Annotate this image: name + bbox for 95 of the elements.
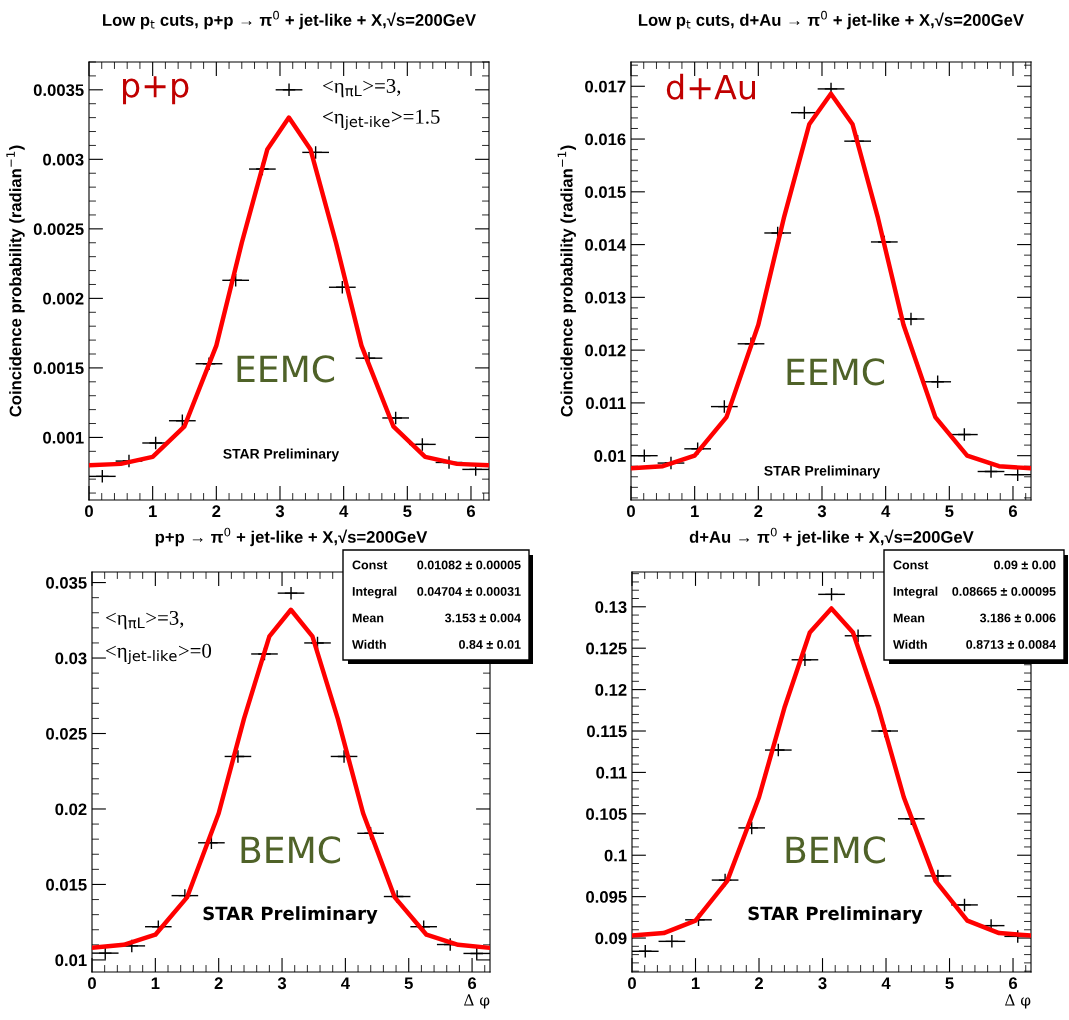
y-tick-label: 0.0025 xyxy=(33,223,84,236)
y-tick-label: 0.025 xyxy=(46,727,87,740)
x-tick-label: 6 xyxy=(1008,505,1018,518)
text: 0.01082 ± 0.00005 xyxy=(417,560,521,570)
annotation: EEMC xyxy=(787,358,885,386)
y-tick-label: 0.105 xyxy=(586,808,627,821)
chart-title: Low p$_{t}$ cuts, p+p → π$^{0}$ + jet-like + X,√s=200GeV xyxy=(103,10,476,30)
x-tick-label: 2 xyxy=(212,505,221,517)
x-tick-label: 3 xyxy=(817,505,827,518)
y-tick-label: 0.012 xyxy=(585,344,626,357)
x-tick-label: 4 xyxy=(339,505,349,517)
y-tick-label: 0.013 xyxy=(585,291,626,304)
chart-title: p+p → π$^{0}$ + jet-like + X,√s=200GeV xyxy=(155,527,428,547)
x-tick-label: 3 xyxy=(818,977,827,990)
y-tick-label: 0.02 xyxy=(55,803,87,816)
x-tick-label: 2 xyxy=(754,977,763,989)
annotation: Mean xyxy=(352,613,384,623)
y-tick-label: 0.01 xyxy=(594,450,626,462)
annotation: Mean xyxy=(893,613,925,623)
x-tick-label: 6 xyxy=(1009,977,1018,990)
y-tick-label: 0.0015 xyxy=(33,362,84,375)
y-tick-label: 0.115 xyxy=(587,725,627,738)
y-tick-label: 0.011 xyxy=(586,397,626,410)
x-tick-label: 6 xyxy=(468,977,477,990)
text: 0.09 ± 0.00 xyxy=(994,560,1056,570)
annotation: d+Au xyxy=(666,73,755,100)
x-tick-label: 4 xyxy=(881,977,891,989)
y-tick-label: 0.017 xyxy=(585,80,626,93)
x-tick-label: 0 xyxy=(85,505,93,518)
annotation: EEMC xyxy=(237,355,335,383)
annotation: STAR Preliminary xyxy=(748,906,923,924)
annotation: BEMC xyxy=(786,836,886,864)
y-tick-label: 0.001 xyxy=(43,431,84,444)
annotation: STAR Preliminary xyxy=(223,448,340,462)
annotation: 0.84 ± 0.01 xyxy=(459,640,521,649)
annotation: <η$_{πL}$>=3, xyxy=(323,78,401,98)
y-tick-label: 0.015 xyxy=(46,878,87,891)
chart-title: d+Au → π$^{0}$ + jet-like + X,√s=200GeV xyxy=(689,527,974,547)
x-tick-label: 5 xyxy=(404,977,413,990)
x-tick-label: 4 xyxy=(881,505,891,517)
y-tick-label: 0.125 xyxy=(586,642,627,655)
x-tick-label: 0 xyxy=(88,977,96,990)
y-tick-label: 0.0035 xyxy=(33,84,84,97)
y-tick-label: 0.003 xyxy=(43,153,84,166)
x-tick-label: 1 xyxy=(691,977,700,989)
y-tick-label: 0.095 xyxy=(586,891,627,903)
x-tick-label: 1 xyxy=(691,505,699,517)
x-tick-label: 3 xyxy=(277,977,287,990)
y-tick-label: 0.1 xyxy=(604,849,627,862)
y-tick-label: 0.12 xyxy=(595,684,627,696)
x-tick-label: 1 xyxy=(151,977,160,989)
y-tick-label: 0.09 xyxy=(595,932,627,945)
annotation: Width xyxy=(893,639,927,649)
annotation: STAR Preliminary xyxy=(203,906,378,924)
x-axis-title: Δ φ xyxy=(464,994,490,1009)
annotation: <η$_{πL}$>=3, xyxy=(106,610,184,630)
x-tick-label: 6 xyxy=(466,505,476,518)
y-tick-label: 0.035 xyxy=(46,576,87,589)
y-tick-label: 0.016 xyxy=(585,133,626,146)
annotation: 0.04704 ± 0.00031 xyxy=(417,587,521,596)
annotation: <η$_{jet-ike}$>=1.5 xyxy=(323,109,440,130)
annotation: <η$_{jet-like}$>=0 xyxy=(106,643,212,665)
x-tick-label: 0 xyxy=(627,505,635,518)
text: Const xyxy=(893,560,929,570)
x-tick-label: 2 xyxy=(214,977,223,989)
y-tick-label: 0.014 xyxy=(585,238,627,251)
x-tick-label: 1 xyxy=(149,505,157,517)
y-tick-label: 0.13 xyxy=(595,601,627,614)
annotation: p+p xyxy=(123,76,189,105)
y-tick-label: 0.03 xyxy=(55,652,87,665)
annotation: 3.186 ± 0.006 xyxy=(979,613,1056,623)
x-tick-label: 0 xyxy=(628,977,636,990)
annotation: 0.8713 ± 0.0084 xyxy=(966,640,1056,649)
y-tick-label: 0.002 xyxy=(43,292,84,305)
annotation: 3.153 ± 0.004 xyxy=(444,613,521,623)
y-tick-label: 0.015 xyxy=(585,186,626,199)
annotation: Integral xyxy=(893,586,938,599)
x-axis-title: Δ φ xyxy=(1005,994,1031,1009)
annotation: Width xyxy=(352,639,386,649)
y-axis-title: Coincidence probability (radian$^{−1}$) xyxy=(557,145,576,417)
x-tick-label: 5 xyxy=(945,505,954,518)
y-axis-title: Coincidence probability (radian$^{−1}$) xyxy=(6,145,25,417)
x-tick-label: 5 xyxy=(945,977,954,990)
annotation: Integral xyxy=(352,586,397,599)
x-tick-label: 3 xyxy=(275,505,285,518)
x-tick-label: 5 xyxy=(403,505,412,518)
y-tick-label: 0.01 xyxy=(55,954,87,967)
y-tick-label: 0.11 xyxy=(596,766,627,779)
annotation: STAR Preliminary xyxy=(764,465,881,479)
text: Const xyxy=(352,560,388,570)
annotation: BEMC xyxy=(241,836,341,864)
x-tick-label: 4 xyxy=(341,977,350,989)
annotation: 0.08665 ± 0.00095 xyxy=(952,587,1056,596)
x-tick-label: 2 xyxy=(754,505,763,517)
chart-title: Low p$_{t}$ cuts, d+Au → π$^{0}$ + jet-like + X,√s=200GeV xyxy=(638,10,1024,30)
